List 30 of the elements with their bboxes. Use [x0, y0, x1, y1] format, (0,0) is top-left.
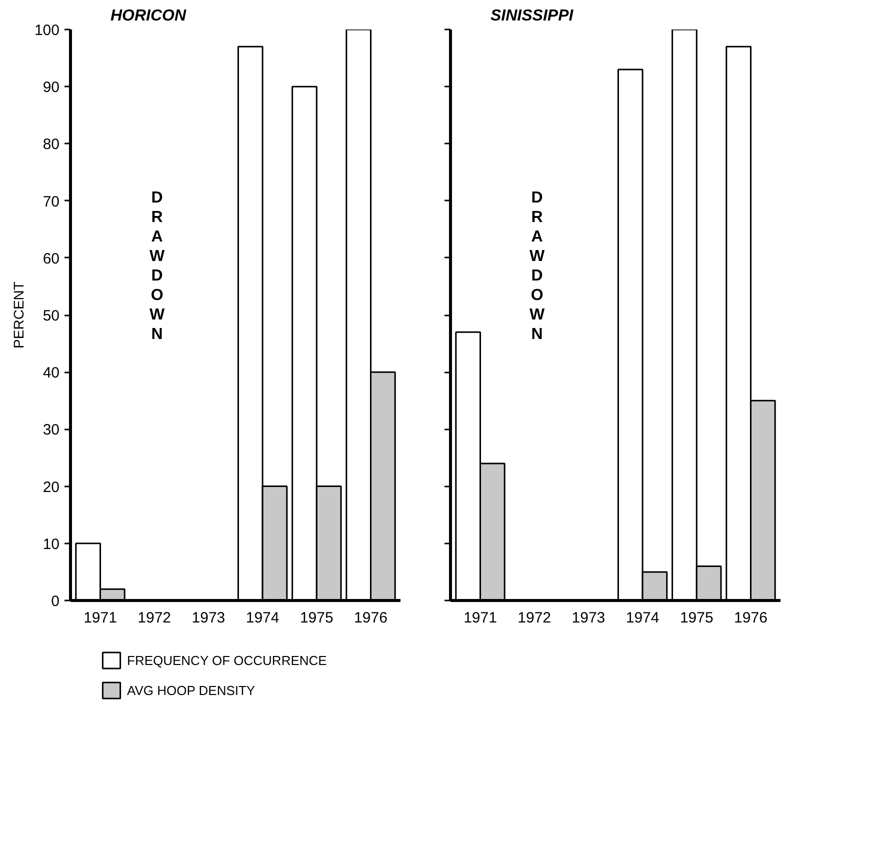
annotation: DRAWDOWN — [150, 189, 166, 344]
y-tick-label: 40 — [42, 364, 60, 382]
annotation: DRAWDOWN — [530, 189, 546, 344]
x-tick-label: 1974 — [626, 610, 660, 626]
y-tick-label: 100 — [34, 22, 60, 39]
y-tick-label: 80 — [42, 136, 60, 154]
y-tick-label: 0 — [51, 593, 60, 610]
x-tick-label: 1974 — [246, 610, 280, 626]
x-tick-label: 1971 — [464, 610, 497, 626]
y-tick-label: 90 — [42, 79, 60, 96]
x-tick-label: 1975 — [300, 610, 334, 626]
y-tick-label: 20 — [42, 478, 60, 496]
y-axis-title: PERCENT — [10, 281, 26, 348]
x-tick-label: 1971 — [84, 610, 117, 626]
y-tick-label: 30 — [42, 422, 60, 439]
x-tick-label: 1972 — [518, 610, 552, 626]
x-tick-label: 1973 — [572, 610, 606, 626]
legend-label: AVG HOOP DENSITY — [127, 682, 256, 698]
x-tick-label: 1972 — [138, 610, 172, 626]
x-tick-label: 1975 — [680, 610, 714, 626]
y-tick-label: 60 — [42, 250, 60, 268]
x-tick-label: 1976 — [354, 610, 388, 626]
x-tick-label: 1976 — [734, 610, 768, 626]
x-tick-label: 1973 — [192, 610, 226, 626]
legend-label: FREQUENCY OF OCCURRENCE — [127, 652, 327, 668]
y-tick-label: 10 — [42, 536, 60, 553]
y-tick-label: 50 — [42, 308, 60, 324]
chart-title: HORICON — [110, 8, 186, 24]
chart-title: SINISSIPPI — [490, 8, 574, 24]
y-tick-label: 70 — [42, 193, 60, 210]
